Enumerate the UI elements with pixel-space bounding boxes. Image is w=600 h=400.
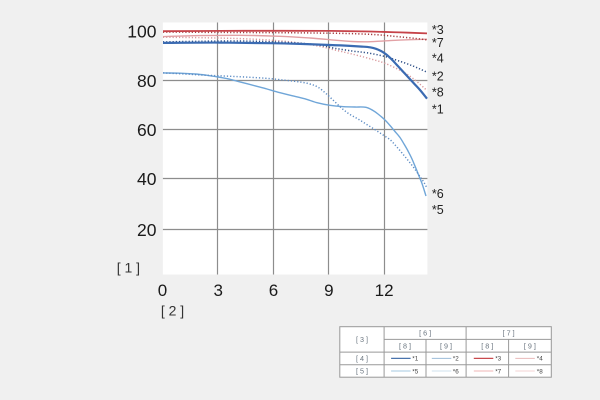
svg-text:*7: *7 [495, 368, 501, 375]
svg-text:*5: *5 [432, 203, 444, 217]
svg-text:*5: *5 [412, 368, 418, 375]
svg-text:[ 8 ]: [ 8 ] [399, 341, 411, 350]
svg-text:[ 1 ]: [ 1 ] [117, 259, 140, 275]
svg-text:*6: *6 [432, 187, 444, 201]
svg-text:12: 12 [375, 281, 394, 300]
svg-text:[ 8 ]: [ 8 ] [481, 341, 493, 350]
svg-text:[ 5 ]: [ 5 ] [356, 367, 368, 376]
svg-text:20: 20 [137, 220, 157, 240]
svg-text:*8: *8 [537, 368, 543, 375]
svg-text:*7: *7 [432, 36, 444, 50]
svg-text:*2: *2 [453, 356, 459, 363]
svg-text:*1: *1 [432, 102, 444, 116]
svg-text:[ 9 ]: [ 9 ] [440, 341, 452, 350]
svg-text:6: 6 [269, 281, 278, 300]
svg-text:*3: *3 [432, 23, 444, 37]
svg-text:40: 40 [137, 169, 157, 189]
svg-text:3: 3 [213, 281, 222, 300]
svg-text:*8: *8 [432, 86, 444, 100]
svg-text:100: 100 [127, 22, 156, 42]
svg-text:0: 0 [158, 281, 167, 300]
svg-text:[ 4 ]: [ 4 ] [356, 354, 368, 363]
svg-text:9: 9 [324, 281, 333, 300]
svg-text:*1: *1 [412, 356, 418, 363]
svg-text:*4: *4 [432, 51, 444, 65]
svg-text:*3: *3 [495, 356, 501, 363]
svg-text:*6: *6 [453, 368, 459, 375]
svg-text:[ 6 ]: [ 6 ] [419, 329, 431, 338]
svg-text:[ 9 ]: [ 9 ] [524, 341, 536, 350]
svg-text:60: 60 [137, 120, 157, 140]
svg-text:80: 80 [137, 71, 157, 91]
svg-text:*4: *4 [537, 356, 543, 363]
svg-text:[ 2 ]: [ 2 ] [161, 303, 184, 319]
svg-text:[ 3 ]: [ 3 ] [356, 335, 368, 344]
svg-text:[ 7 ]: [ 7 ] [503, 329, 515, 338]
svg-text:*2: *2 [432, 70, 444, 84]
